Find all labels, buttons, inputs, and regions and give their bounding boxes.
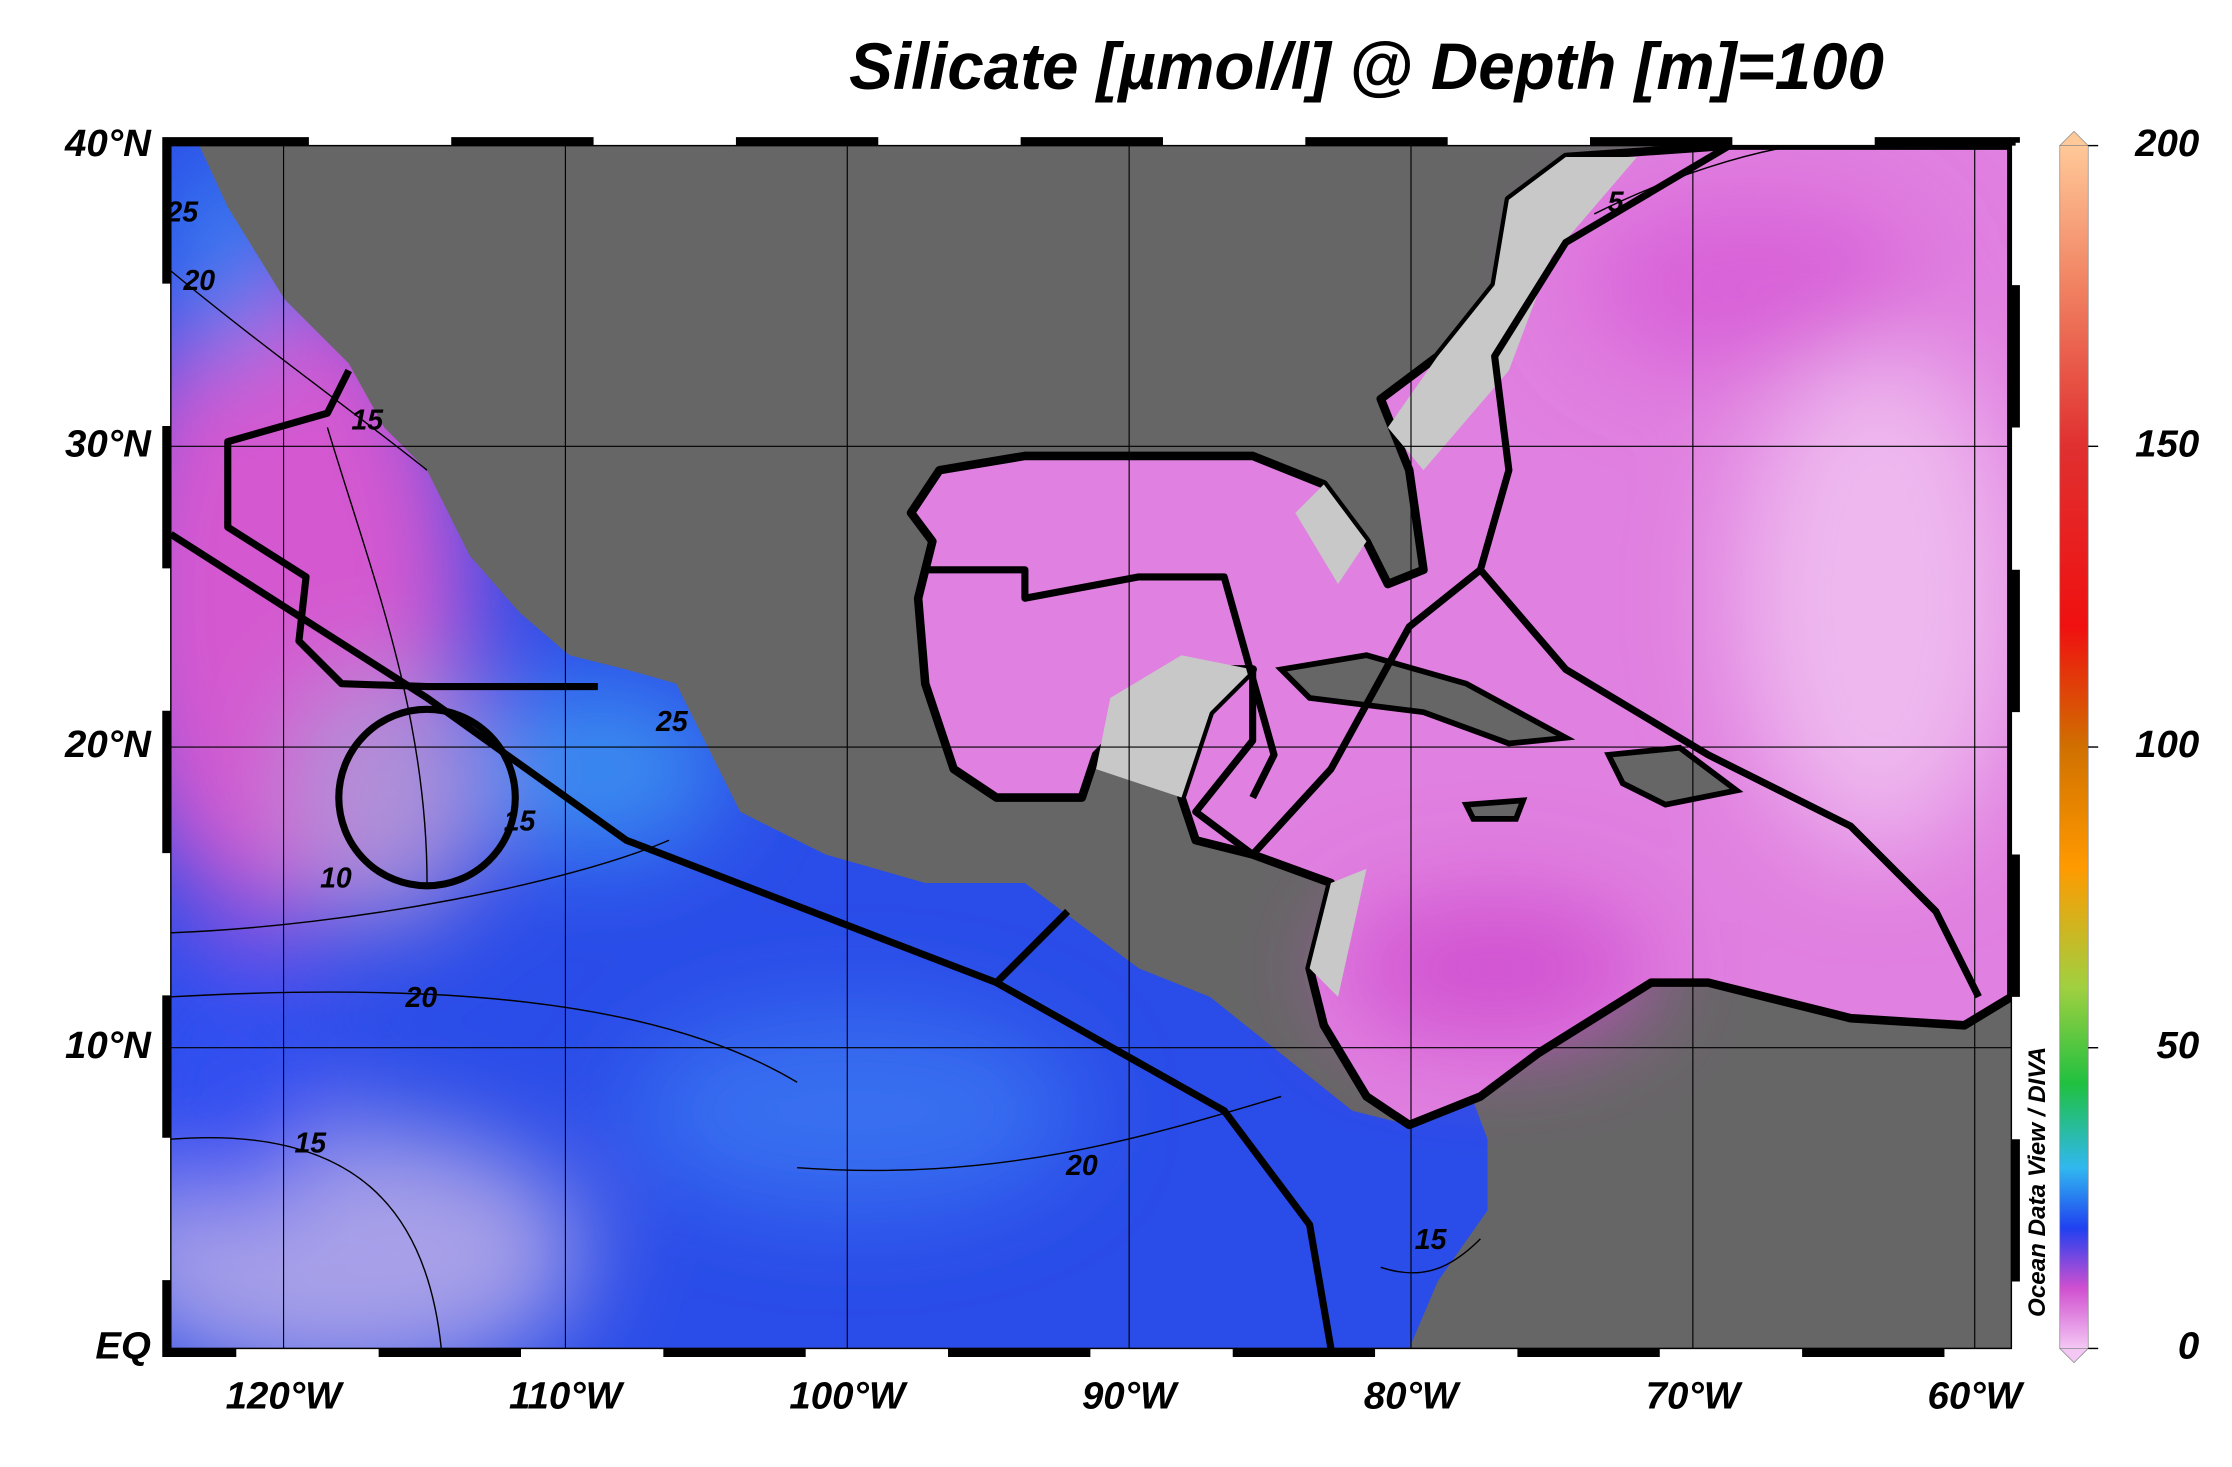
- lat-label: 40°N: [64, 122, 152, 165]
- lon-label: 100°W: [789, 1374, 907, 1417]
- boundaries: [170, 145, 1982, 1349]
- contour-lines: [170, 147, 1780, 1349]
- contour-label: 20: [182, 265, 215, 297]
- map-frame-ticks: [162, 137, 2020, 1357]
- colorbar-tick-label: 0: [2178, 1325, 2199, 1368]
- graticule: [170, 145, 2012, 1349]
- lat-label: 20°N: [64, 723, 152, 766]
- atlantic-field: [1338, 199, 2012, 1040]
- contour-label: 5: [1608, 186, 1625, 218]
- contour-label: 15: [504, 806, 537, 838]
- contour-label: 20: [405, 982, 438, 1014]
- contour-label: 10: [320, 863, 352, 895]
- contour-label: 20: [1065, 1150, 1098, 1182]
- contour-label: 25: [165, 196, 199, 228]
- baja-california: [398, 356, 584, 649]
- lat-label: 30°N: [65, 422, 152, 465]
- colorbar-tick-label: 200: [2134, 122, 2199, 165]
- contour-label: 15: [351, 404, 384, 436]
- colorbar-scale: [2059, 145, 2089, 1349]
- colorbar: [2058, 130, 2090, 1364]
- lon-label: 80°W: [1364, 1374, 1461, 1417]
- colorbar-tick-label: 150: [2135, 422, 2199, 465]
- lon-label: 110°W: [509, 1374, 625, 1417]
- lon-label: 90°W: [1082, 1374, 1179, 1417]
- lon-label: 60°W: [1928, 1374, 2025, 1417]
- map-title: Silicate [µmol/l] @ Depth [m]=100: [849, 30, 1884, 103]
- credit: Ocean Data View / DIVA: [2024, 1047, 2051, 1317]
- lon-label: 70°W: [1646, 1374, 1743, 1417]
- shelf: [1096, 156, 1637, 997]
- map-area: 25 20 15 10 20 15 20 15 5 25 15: [165, 145, 2012, 1349]
- coastline: [906, 145, 2012, 1130]
- colorbar-tick-label: 50: [2157, 1024, 2200, 1067]
- contour-label: 15: [294, 1127, 327, 1159]
- contour-labels: 25 20 15 10 20 15 20 15 5 25 15: [165, 186, 1625, 1256]
- colorbar-cap-bottom: [2058, 1348, 2090, 1364]
- contour-label: 15: [1415, 1224, 1448, 1256]
- colorbar-tick-label: 100: [2135, 723, 2199, 766]
- lon-label: 120°W: [226, 1374, 344, 1417]
- colorbar-cap-top: [2058, 130, 2090, 146]
- lat-label: EQ: [95, 1325, 151, 1368]
- lat-label: 10°N: [65, 1024, 152, 1067]
- atlantic-caribbean: [911, 145, 2012, 1125]
- contour-label: 25: [655, 706, 689, 738]
- islands: [1275, 652, 1744, 822]
